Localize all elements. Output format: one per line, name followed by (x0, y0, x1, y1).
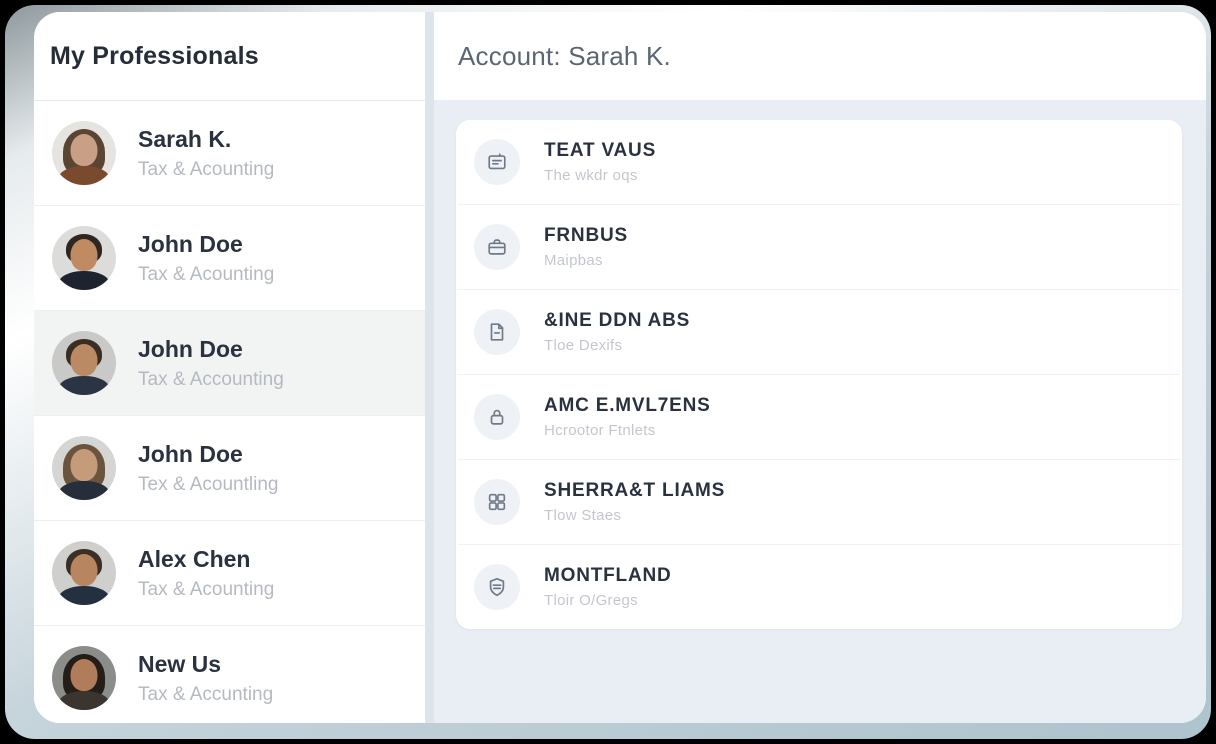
avatar-torso (58, 271, 110, 290)
account-header: Account: Sarah K. (434, 12, 1206, 100)
account-menu-item[interactable]: MONTFLAND Tloir O/Gregs (458, 545, 1180, 629)
avatar (52, 646, 116, 710)
menu-item-subtitle: Maipbas (544, 252, 603, 269)
menu-item-title: MONTFLAND (544, 565, 672, 586)
sidebar-title: My Professionals (50, 41, 259, 70)
lock-icon (474, 394, 520, 440)
file-icon (474, 309, 520, 355)
avatar-face (70, 659, 98, 691)
professional-specialty: Tax & Acounting (138, 158, 275, 180)
avatar (52, 541, 116, 605)
account-menu-item[interactable]: AMC E.MVL7ENS Hcrootor Ftnlets (458, 375, 1180, 460)
professional-text: John Doe Tax & Accounting (138, 336, 284, 391)
menu-item-title: &INE DDN ABS (544, 310, 691, 331)
avatar-torso (58, 166, 110, 185)
avatar-torso (58, 691, 110, 710)
menu-item-title: TEAT VAUS (544, 140, 657, 161)
account-panel: Account: Sarah K. TEAT VAUS The wkdr oqs… (434, 12, 1206, 723)
professional-text: Sarah K. Tax & Acounting (138, 126, 274, 181)
professional-specialty: Tax & Acounting (138, 263, 275, 285)
account-title: Account: Sarah K. (458, 40, 671, 71)
avatar-torso (58, 586, 110, 605)
professional-list-item[interactable]: Sarah K. Tax & Acounting (34, 101, 425, 206)
briefcase-icon (474, 224, 520, 270)
avatar-torso (58, 376, 110, 395)
professional-list-item[interactable]: John Doe Tax & Acounting (34, 206, 425, 311)
professional-list-item[interactable]: New Us Tax & Accunting (34, 626, 425, 723)
account-menu-item[interactable]: SHERRA&T LIAMS Tlow Staes (458, 460, 1180, 545)
professional-list-item[interactable]: John Doe Tax & Accounting (34, 311, 425, 416)
professional-specialty: Tax & Acounting (138, 578, 275, 600)
menu-item-text: &INE DDN ABS Tloe Dexifs (544, 310, 690, 354)
menu-item-subtitle: The wkdr oqs (544, 167, 638, 184)
avatar-face (70, 449, 98, 481)
avatar-face (70, 134, 98, 166)
menu-item-title: SHERRA&T LIAMS (544, 480, 726, 501)
professional-name: John Doe (138, 230, 243, 257)
avatar (52, 121, 116, 185)
professional-specialty: Tex & Acountling (138, 473, 279, 495)
menu-item-subtitle: Tlow Staes (544, 507, 622, 524)
professional-name: John Doe (138, 335, 243, 362)
menu-item-subtitle: Tloir O/Gregs (544, 592, 638, 609)
professionals-sidebar: My Professionals Sarah K. Tax & Acountin… (34, 12, 425, 723)
professional-text: John Doe Tax & Acounting (138, 231, 274, 286)
menu-item-text: MONTFLAND Tloir O/Gregs (544, 565, 672, 609)
avatar-face (70, 239, 98, 271)
menu-item-text: TEAT VAUS The wkdr oqs (544, 140, 656, 184)
menu-item-subtitle: Tloe Dexifs (544, 337, 623, 354)
avatar-torso (58, 481, 110, 500)
professionals-list: Sarah K. Tax & Acounting John Doe Tax & … (34, 101, 425, 723)
account-body: TEAT VAUS The wkdr oqs FRNBUS Maipbas &I… (434, 100, 1206, 723)
professional-specialty: Tax & Accounting (138, 368, 284, 390)
account-menu-item[interactable]: TEAT VAUS The wkdr oqs (458, 120, 1180, 205)
avatar (52, 331, 116, 395)
menu-item-text: AMC E.MVL7ENS Hcrootor Ftnlets (544, 395, 711, 439)
professional-text: Alex Chen Tax & Acounting (138, 546, 274, 601)
professional-name: Alex Chen (138, 545, 251, 572)
menu-item-text: SHERRA&T LIAMS Tlow Staes (544, 480, 725, 524)
avatar-face (70, 344, 98, 376)
professional-name: New Us (138, 650, 222, 677)
professional-text: John Doe Tex & Acountling (138, 441, 278, 496)
grid-icon (474, 479, 520, 525)
professional-name: John Doe (138, 440, 243, 467)
shield-icon (474, 564, 520, 610)
professional-list-item[interactable]: Alex Chen Tax & Acounting (34, 521, 425, 626)
avatar (52, 226, 116, 290)
app-window: My Professionals Sarah K. Tax & Acountin… (34, 12, 1206, 723)
panel-divider (425, 12, 434, 723)
menu-item-text: FRNBUS Maipbas (544, 225, 628, 269)
account-menu-item[interactable]: &INE DDN ABS Tloe Dexifs (458, 290, 1180, 375)
professional-list-item[interactable]: John Doe Tex & Acountling (34, 416, 425, 521)
menu-item-title: FRNBUS (544, 225, 628, 246)
account-menu-card: TEAT VAUS The wkdr oqs FRNBUS Maipbas &I… (456, 120, 1182, 629)
sidebar-header: My Professionals (34, 12, 425, 101)
professional-specialty: Tax & Accunting (138, 683, 274, 705)
menu-item-subtitle: Hcrootor Ftnlets (544, 422, 656, 439)
menu-item-title: AMC E.MVL7ENS (544, 395, 711, 416)
document-card-icon (474, 139, 520, 185)
avatar-face (70, 554, 98, 586)
account-menu-item[interactable]: FRNBUS Maipbas (458, 205, 1180, 290)
professional-text: New Us Tax & Accunting (138, 651, 273, 706)
professional-name: Sarah K. (138, 125, 232, 152)
avatar (52, 436, 116, 500)
